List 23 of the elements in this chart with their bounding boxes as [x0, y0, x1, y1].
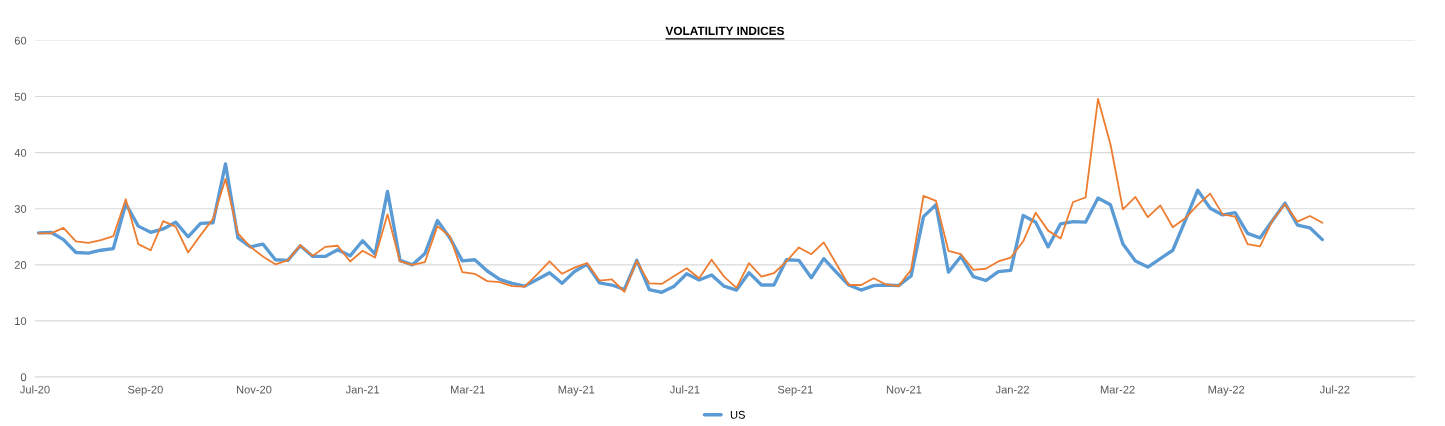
y-tick-label: 40 [14, 148, 27, 157]
y-tick-label: 20 [14, 261, 27, 269]
x-tick-label: Nov-20 [236, 385, 272, 394]
x-tick-label: Jul-21 [669, 385, 700, 394]
x-tick-label: Sep-21 [777, 385, 813, 396]
y-tick-label: 0 [20, 373, 27, 382]
x-tick-label: May-22 [1208, 385, 1245, 396]
line-series [37, 97, 1324, 293]
x-tick-label: Jan-22 [995, 385, 1029, 394]
legend-label: US [730, 410, 745, 419]
x-tick-label: Jul-22 [1319, 385, 1350, 394]
y-tick-label: 50 [14, 92, 27, 101]
x-tick-label: Sep-20 [127, 385, 163, 396]
y-tick-label: 60 [14, 36, 27, 45]
x-tick-label: Jan-21 [345, 385, 380, 394]
x-tick-label: Nov-21 [886, 385, 922, 394]
x-tick-label: Mar-22 [1100, 385, 1135, 394]
y-tick-label: 10 [15, 317, 27, 326]
x-tick-label: Mar-21 [450, 385, 485, 394]
x-tick-label: Jul-20 [20, 385, 50, 394]
x-tick-label: May-21 [558, 385, 595, 396]
chart-title: VOLATILITY INDICES [665, 26, 784, 36]
y-tick-label: 30 [14, 205, 27, 213]
